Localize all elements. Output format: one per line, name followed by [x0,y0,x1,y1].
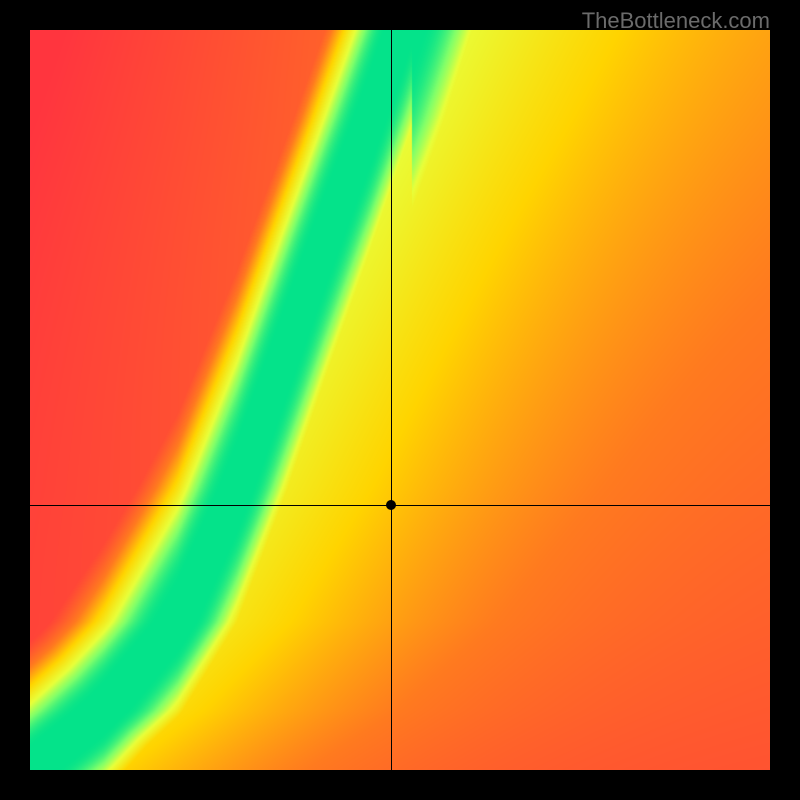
crosshair-marker [386,500,396,510]
crosshair-horizontal [30,505,770,506]
crosshair-vertical [391,30,392,770]
heatmap-canvas [30,30,770,770]
watermark-text: TheBottleneck.com [582,8,770,34]
heatmap-plot [30,30,770,770]
